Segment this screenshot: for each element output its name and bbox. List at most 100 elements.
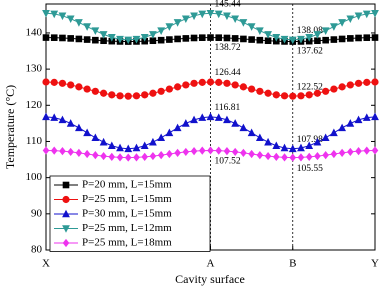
data-point: [288, 144, 297, 153]
data-label: 137.62: [297, 47, 323, 57]
data-point: [181, 119, 190, 127]
data-point: [149, 31, 157, 39]
data-point: [100, 151, 107, 161]
data-point: [149, 37, 157, 45]
data-point: [67, 35, 74, 42]
data-point: [99, 89, 108, 97]
data-point: [346, 81, 354, 89]
data-point: [157, 27, 166, 35]
data-point: [107, 34, 116, 42]
data-point: [371, 78, 379, 86]
y-tick-label: 120: [26, 99, 43, 111]
data-point: [322, 151, 329, 160]
data-point: [240, 148, 247, 158]
data-point: [190, 147, 198, 156]
y-tick-label: 80: [31, 244, 43, 256]
x-tick-label: A: [207, 258, 215, 270]
data-point: [363, 146, 371, 155]
data-point: [206, 112, 215, 121]
y-axis-title: Temperature (°C): [3, 85, 17, 169]
data-point: [338, 19, 346, 27]
data-label: 138.72: [215, 43, 241, 53]
data-point: [313, 89, 322, 97]
data-point: [108, 152, 116, 161]
data-point: [190, 12, 198, 21]
y-tick-label: 130: [26, 63, 43, 75]
data-point: [305, 91, 313, 99]
data-point: [231, 147, 239, 157]
data-point: [58, 115, 67, 124]
data-point: [59, 147, 66, 156]
data-point: [305, 141, 314, 150]
data-point: [91, 133, 100, 142]
data-point: [92, 151, 99, 160]
y-tick-label: 140: [26, 26, 43, 38]
data-point: [338, 123, 346, 132]
data-point: [264, 31, 272, 39]
data-point: [116, 92, 124, 100]
data-label: 126.44: [215, 68, 241, 78]
legend-label: P=25 mm, L=12mm: [82, 222, 172, 234]
data-point: [248, 149, 255, 159]
data-point: [157, 36, 165, 44]
data-point: [50, 10, 59, 19]
data-point: [255, 27, 264, 35]
data-point: [329, 23, 338, 31]
data-point: [83, 23, 92, 31]
data-point: [50, 146, 58, 155]
legend-marker: [62, 209, 70, 218]
data-point: [83, 85, 91, 93]
legend-marker: [62, 195, 70, 204]
data-point: [157, 151, 165, 160]
data-point: [58, 12, 67, 21]
data-point: [124, 153, 132, 162]
plot-frame: [45, 3, 376, 251]
data-point: [239, 83, 247, 91]
data-point: [272, 141, 281, 150]
data-point: [149, 89, 157, 97]
legend-label: P=20 mm, L=15mm: [82, 179, 172, 191]
data-point: [371, 34, 379, 41]
data-point: [215, 146, 223, 155]
data-point: [338, 148, 346, 158]
data-point: [67, 147, 74, 157]
data-point: [223, 12, 231, 21]
data-point: [347, 35, 354, 42]
data-point: [165, 85, 173, 93]
data-point: [330, 149, 338, 159]
data-point: [256, 151, 264, 160]
data-point: [297, 92, 305, 100]
data-point: [305, 34, 314, 42]
data-point: [42, 34, 50, 41]
data-point: [116, 143, 124, 152]
data-point: [165, 128, 174, 137]
data-point: [99, 137, 108, 146]
x-tick-label: B: [289, 258, 296, 270]
data-point: [198, 78, 206, 86]
data-point: [92, 36, 99, 44]
data-point: [141, 152, 148, 161]
data-point: [198, 113, 207, 121]
data-point: [280, 35, 289, 44]
data-point: [190, 34, 198, 42]
data-point: [347, 147, 354, 157]
data-label: 116.81: [215, 103, 241, 113]
data-point: [264, 89, 272, 97]
data-point: [330, 36, 338, 43]
data-point: [157, 133, 166, 142]
data-point: [83, 36, 91, 43]
data-point: [329, 128, 338, 137]
data-point: [338, 83, 346, 91]
data-point: [272, 91, 280, 99]
data-point: [207, 146, 214, 155]
data-point: [165, 23, 174, 31]
data-point: [247, 23, 256, 31]
data-point: [91, 87, 99, 95]
data-label: 145.44: [215, 0, 241, 9]
data-point: [67, 81, 75, 89]
data-point: [322, 36, 329, 44]
data-point: [42, 9, 50, 18]
data-label: 107.52: [215, 157, 241, 167]
data-point: [281, 153, 288, 162]
data-point: [280, 92, 289, 100]
